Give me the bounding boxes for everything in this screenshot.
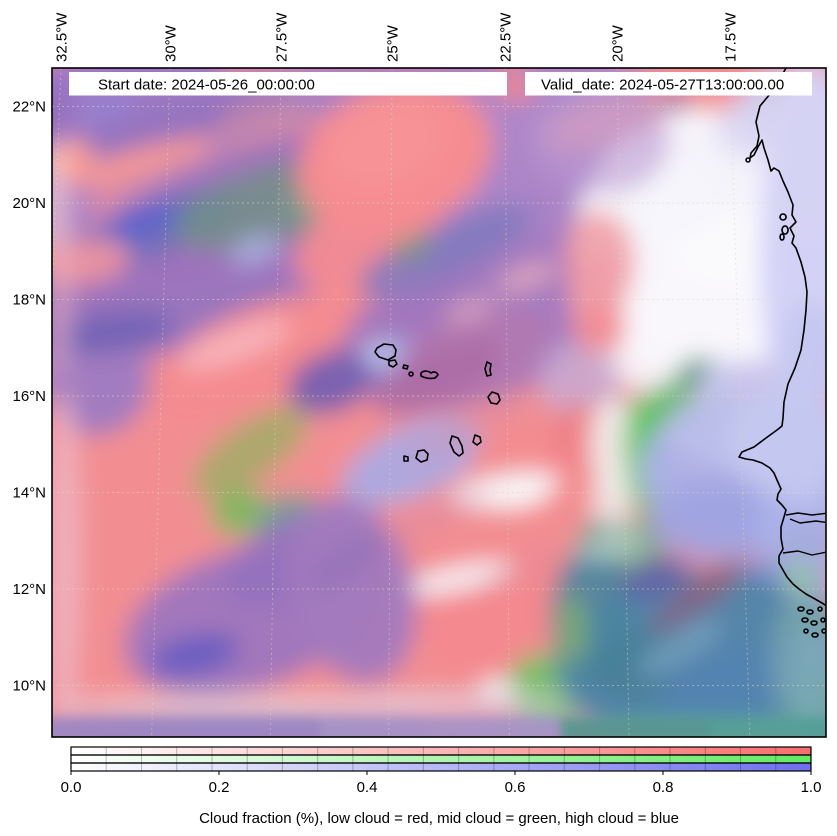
svg-text:1.0: 1.0 [801,779,822,796]
svg-text:0.0: 0.0 [61,779,82,796]
svg-text:16°N: 16°N [12,388,46,405]
svg-text:14°N: 14°N [12,485,46,502]
svg-text:10°N: 10°N [12,678,46,695]
svg-text:22.5°W: 22.5°W [498,12,515,62]
svg-text:0.6: 0.6 [505,779,526,796]
svg-text:30°W: 30°W [163,24,180,62]
svg-text:20°W: 20°W [610,24,627,62]
svg-text:25°W: 25°W [385,24,402,62]
svg-text:18°N: 18°N [12,292,46,309]
svg-text:12°N: 12°N [12,581,46,598]
svg-text:27.5°W: 27.5°W [274,12,291,62]
svg-text:Start date: 2024-05-26_00:00:0: Start date: 2024-05-26_00:00:00 [98,77,315,94]
svg-text:Valid_date: 2024-05-27T13:00:0: Valid_date: 2024-05-27T13:00:00.00 [541,77,784,94]
svg-text:17.5°W: 17.5°W [723,12,740,62]
svg-text:0.8: 0.8 [653,779,674,796]
svg-text:Cloud fraction (%), low cloud: Cloud fraction (%), low cloud = red, mid… [199,810,679,827]
svg-text:32.5°W: 32.5°W [54,12,71,62]
svg-text:0.4: 0.4 [357,779,378,796]
svg-text:0.2: 0.2 [209,779,230,796]
svg-text:22°N: 22°N [12,99,46,116]
svg-text:20°N: 20°N [12,195,46,212]
